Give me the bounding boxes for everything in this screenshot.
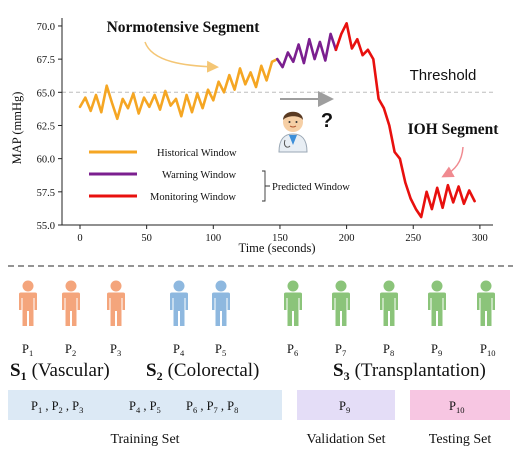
patient-label: P7 [335,342,346,358]
x-tick-label: 100 [205,233,221,244]
patient-label: P4 [173,342,185,358]
x-tick-label: 150 [272,233,288,244]
y-ticks: 55.0 57.5 60.0 62.5 65.0 67.5 70.0 [37,22,62,232]
x-tick-label: 300 [472,233,488,244]
person-icon: P2 [62,280,80,358]
y-tick-label: 67.5 [37,55,55,66]
x-tick-label: 0 [77,233,82,244]
map-chart: 55.0 57.5 60.0 62.5 65.0 67.5 70.0 0 50 100 150 20… [10,18,499,255]
testing-set-label: Testing Set [429,432,492,447]
person-icon: P10 [477,280,495,358]
data-splits: P1 , P2 , P3 P4 , P5 P6 , P7 , P8 Traini… [8,390,510,447]
y-axis-label: MAP (mmHg) [10,92,24,165]
patient-label: P3 [110,342,121,358]
y-tick-label: 55.0 [37,221,55,232]
normotensive-segment-label: Normotensive Segment [107,19,261,36]
y-tick-label: 70.0 [37,22,55,33]
training-group-1: P1 , P2 , P3 [31,399,83,415]
series-line-historical [78,57,279,121]
person-icon: P9 [428,280,446,358]
predicted-window-label: Predicted Window [272,182,350,193]
x-axis-label: Time (seconds) [239,241,316,255]
x-ticks: 0 50 100 150 200 250 300 [77,225,488,244]
legend-label-monitoring: Monitoring Window [150,192,236,203]
series-layer [78,21,476,219]
legend: Historical Window Warning Window Monitor… [89,148,350,203]
testing-set-member: P10 [449,399,464,415]
normotensive-arrow [144,41,219,73]
patient-cohort: P1 P2 P3 P4 P5 P6 P7 P8 P9 P10 [19,280,495,358]
y-tick-label: 60.0 [37,155,55,166]
ioh-arrow [441,146,464,178]
x-tick-label: 250 [405,233,421,244]
testing-set-box [410,390,510,420]
person-icon: P3 [107,280,125,358]
x-tick-label: 50 [141,233,152,244]
patient-label: P9 [431,342,442,358]
group-label-vascular: S1 (Vascular) [10,360,110,383]
y-tick-label: 65.0 [37,88,55,99]
y-tick-label: 62.5 [37,121,55,132]
validation-set-box [297,390,395,420]
group-label-colorectal: S2 (Colorectal) [146,360,259,383]
person-icon: P1 [19,280,37,358]
person-icon: P5 [212,280,230,358]
question-mark: ? [321,110,333,132]
legend-label-historical: Historical Window [157,148,237,159]
patient-label: P10 [480,342,495,358]
patient-label: P2 [65,342,76,358]
patient-label: P5 [215,342,226,358]
group-labels: S1 (Vascular) S2 (Colorectal) S3 (Transplan… [10,360,486,383]
validation-set-member: P9 [339,399,350,415]
predicted-window-brace [262,170,270,202]
training-set-members: P1 , P2 , P3 P4 , P5 P6 , P7 , P8 [31,399,238,415]
person-icon: P4 [170,280,188,358]
series-line-monitoring [334,21,476,219]
training-group-3: P6 , P7 , P8 [186,399,238,415]
training-set-box [8,390,282,420]
person-icon: P6 [284,280,302,358]
training-group-2: P4 , P5 [129,399,161,415]
x-tick-label: 200 [339,233,355,244]
threshold-label: Threshold [410,67,477,84]
person-icon: P7 [332,280,350,358]
training-set-label: Training Set [110,432,179,447]
patient-label: P8 [383,342,394,358]
patient-label: P1 [22,342,33,358]
person-icon: P8 [380,280,398,358]
y-tick-label: 57.5 [37,188,55,199]
group-label-transplantation: S3 (Transplantation) [333,360,486,383]
doctor-icon [278,111,308,153]
patient-label: P6 [287,342,298,358]
ioh-segment-label: IOH Segment [408,121,500,138]
legend-label-warning: Warning Window [162,170,236,181]
series-line-warning [275,32,338,69]
validation-set-label: Validation Set [307,432,386,447]
